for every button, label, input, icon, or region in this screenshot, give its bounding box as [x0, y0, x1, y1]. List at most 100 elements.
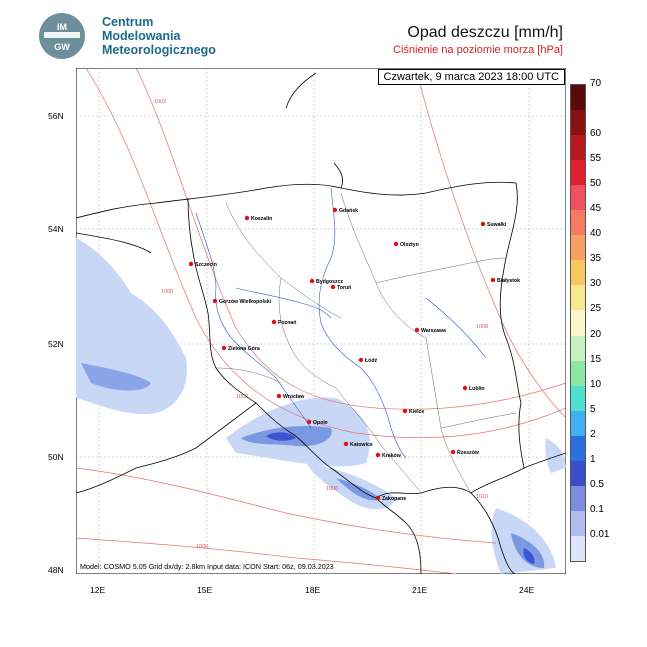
colorbar-segment	[571, 160, 585, 186]
city-marker	[402, 408, 408, 414]
org-line-2: Modelowania	[102, 29, 181, 43]
city-marker	[375, 452, 381, 458]
city-marker	[212, 298, 218, 304]
city-marker	[450, 449, 456, 455]
city-marker	[480, 221, 486, 227]
city-marker	[343, 441, 349, 447]
city-marker	[375, 495, 381, 501]
isobar-label: 1006	[196, 544, 208, 550]
svg-text:GW: GW	[54, 42, 70, 52]
city-marker	[490, 277, 496, 283]
organization-name: Centrum Modelowania Meteorologicznego	[102, 15, 216, 57]
city-marker	[306, 419, 312, 425]
colorbar-segment	[571, 435, 585, 462]
colorbar-label: 0.1	[590, 503, 604, 515]
colorbar-label: 55	[590, 153, 602, 165]
colorbar-segment	[571, 135, 585, 161]
isobar-label: 1002	[236, 394, 248, 400]
org-line-3: Meteorologicznego	[102, 43, 216, 57]
rivers	[195, 187, 487, 459]
colorbar-label: 10	[590, 378, 602, 390]
colorbar-label: 60	[590, 128, 602, 140]
city-label: Gorzów Wielkopolski	[219, 299, 272, 305]
colorbar	[570, 84, 586, 562]
weather-map: 1002 1000 1002 1006 1006 1008 1010	[76, 68, 566, 574]
city-label: Kielce	[409, 409, 424, 415]
lon-label: 12E	[90, 585, 106, 595]
colorbar-label: 0.5	[590, 478, 604, 490]
city-label: Olsztyn	[400, 242, 419, 248]
city-label: Gdańsk	[339, 208, 358, 214]
city-label: Łódź	[365, 358, 378, 364]
isobar-label: 1000	[161, 289, 173, 295]
colorbar-label: 35	[590, 253, 602, 265]
city-label: Koszalin	[251, 216, 272, 222]
colorbar-label: 5	[590, 403, 596, 415]
graticule	[76, 68, 566, 574]
city-label: Warszawa	[421, 328, 446, 334]
lat-label: 50N	[48, 452, 64, 462]
admin-borders	[215, 192, 517, 494]
colorbar-segment	[571, 510, 585, 537]
colorbar-segment	[571, 385, 585, 412]
lat-label: 48N	[48, 565, 64, 575]
city-marker	[188, 261, 194, 267]
city-label: Suwałki	[487, 222, 507, 228]
cities: Koszalin Gdańsk Suwałki Olsztyn Szczecin Bydg…	[188, 207, 520, 502]
colorbar-segment	[571, 210, 585, 236]
city-marker	[393, 241, 399, 247]
city-label: Lublin	[469, 386, 485, 392]
city-marker	[330, 284, 336, 290]
colorbar-label: 40	[590, 228, 602, 240]
isobar-labels: 1002 1000 1002 1006 1006 1008 1010	[154, 99, 488, 550]
city-marker	[414, 327, 420, 333]
borders	[76, 72, 566, 574]
colorbar-segment	[571, 360, 585, 387]
colorbar-segment	[571, 85, 585, 111]
lat-label: 52N	[48, 339, 64, 349]
lat-label: 56N	[48, 111, 64, 121]
city-label: Bydgoszcz	[316, 279, 344, 285]
city-label: Toruń	[337, 285, 351, 291]
city-marker	[358, 357, 364, 363]
city-label: Rzeszów	[457, 450, 480, 456]
colorbar-segment	[571, 235, 585, 261]
colorbar-segment	[571, 185, 585, 211]
colorbar-label: 15	[590, 353, 602, 365]
city-label: Wrocław	[283, 394, 305, 400]
lon-label: 18E	[305, 585, 321, 595]
colorbar-label: 45	[590, 203, 602, 215]
svg-text:IM: IM	[57, 22, 67, 32]
isobar-label: 1002	[154, 99, 166, 105]
colorbar-segment	[571, 110, 585, 136]
colorbar-segment	[571, 260, 585, 286]
city-marker	[276, 393, 282, 399]
colorbar-label: 20	[590, 328, 602, 340]
colorbar-segment	[571, 410, 585, 437]
city-label: Zielona Góra	[228, 346, 260, 352]
colorbar-segment	[571, 485, 585, 512]
colorbar-segment	[571, 285, 585, 311]
colorbar-segment	[571, 310, 585, 337]
city-marker	[332, 207, 338, 213]
org-line-1: Centrum	[102, 15, 154, 29]
map-title: Opad deszczu [mm/h]	[407, 24, 563, 41]
valid-date: Czwartek, 9 marca 2023 18:00 UTC	[377, 69, 565, 85]
colorbar-segment	[571, 535, 585, 562]
lon-label: 21E	[412, 585, 428, 595]
isobars	[76, 68, 566, 574]
city-label: Białystok	[497, 278, 520, 284]
colorbar-label: 0.01	[590, 528, 610, 540]
colorbar-label: 1	[590, 453, 596, 465]
city-label: Katowice	[350, 442, 373, 448]
city-label: Poznań	[278, 320, 296, 326]
city-marker	[271, 319, 277, 325]
city-label: Opole	[313, 420, 328, 426]
lat-label: 54N	[48, 224, 64, 234]
city-marker	[462, 385, 468, 391]
lon-label: 15E	[197, 585, 213, 595]
imgw-logo: IM GW	[39, 13, 85, 59]
map-subtitle: Ciśnienie na poziomie morza [hPa]	[393, 44, 563, 56]
city-marker	[309, 278, 315, 284]
isobar-label: 1010	[476, 494, 488, 500]
